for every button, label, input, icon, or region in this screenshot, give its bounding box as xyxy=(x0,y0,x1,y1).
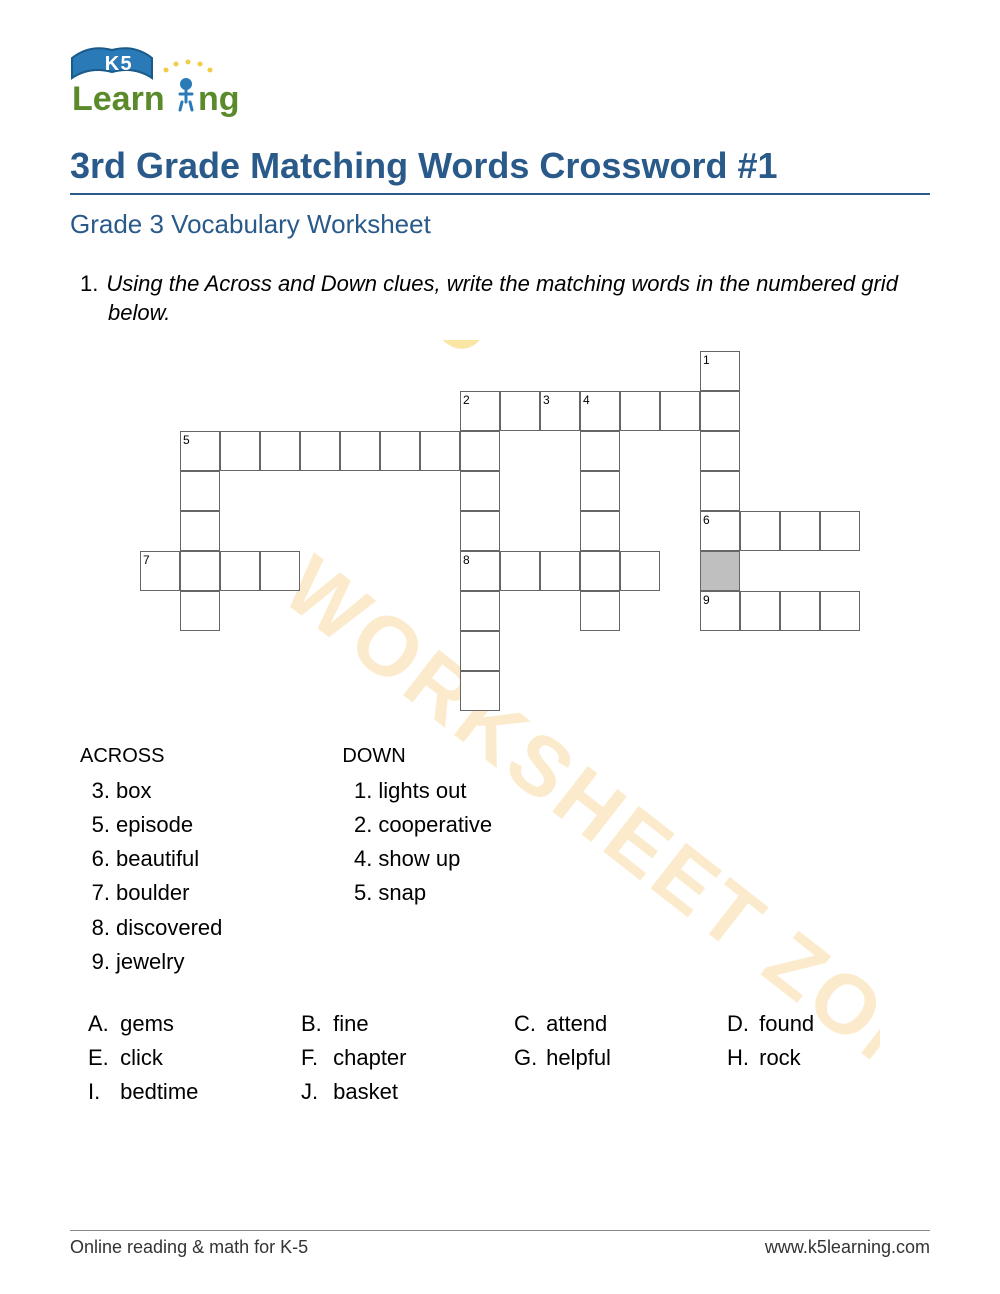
clue-item: 5.episode xyxy=(80,808,222,842)
bank-item: J. basket xyxy=(301,1075,504,1109)
clue-item: 1.lights out xyxy=(342,774,492,808)
logo: K 5 Learn ng xyxy=(70,40,930,125)
crossword-cell[interactable] xyxy=(340,431,380,471)
crossword-cell[interactable] xyxy=(700,431,740,471)
clue-item: 6.beautiful xyxy=(80,842,222,876)
svg-text:K: K xyxy=(105,53,120,75)
crossword-cell[interactable]: 7 xyxy=(140,551,180,591)
cell-number: 6 xyxy=(703,513,710,527)
svg-text:5: 5 xyxy=(120,53,131,75)
bank-item: I. bedtime xyxy=(88,1075,291,1109)
crossword-cell[interactable] xyxy=(580,471,620,511)
crossword-cell[interactable] xyxy=(460,631,500,671)
crossword-cell[interactable] xyxy=(500,391,540,431)
crossword-cell[interactable] xyxy=(540,551,580,591)
crossword-cell[interactable]: 9 xyxy=(700,591,740,631)
page-title: 3rd Grade Matching Words Crossword #1 xyxy=(70,145,930,195)
cell-number: 1 xyxy=(703,353,710,367)
crossword-cell[interactable] xyxy=(620,391,660,431)
page-footer: Online reading & math for K-5 www.k5lear… xyxy=(70,1230,930,1258)
crossword-cell[interactable] xyxy=(820,591,860,631)
crossword-cell[interactable] xyxy=(460,511,500,551)
cell-number: 3 xyxy=(543,393,550,407)
crossword-cell[interactable] xyxy=(580,591,620,631)
word-bank: A. gems B. fine C. attend D. found E. click F… xyxy=(88,1007,930,1109)
crossword-grid: 1 2 3 4 5 6 7 8 9 xyxy=(140,351,860,711)
cell-number: 9 xyxy=(703,593,710,607)
crossword-cell[interactable] xyxy=(260,551,300,591)
crossword-cell[interactable]: 1 xyxy=(700,351,740,391)
crossword-cell[interactable]: 8 xyxy=(460,551,500,591)
bank-item: C. attend xyxy=(514,1007,717,1041)
crossword-cell[interactable] xyxy=(700,551,740,591)
cell-number: 8 xyxy=(463,553,470,567)
bank-item: E. click xyxy=(88,1041,291,1075)
crossword-cell[interactable] xyxy=(820,511,860,551)
svg-text:ng: ng xyxy=(198,80,240,118)
across-clues: ACROSS 3.box5.episode6.beautiful7.boulde… xyxy=(80,741,222,979)
crossword-cell[interactable] xyxy=(180,471,220,511)
clue-item: 8.discovered xyxy=(80,911,222,945)
cell-number: 5 xyxy=(183,433,190,447)
footer-left: Online reading & math for K-5 xyxy=(70,1237,308,1258)
crossword-cell[interactable] xyxy=(220,551,260,591)
crossword-cell[interactable] xyxy=(300,431,340,471)
footer-right: www.k5learning.com xyxy=(765,1237,930,1258)
crossword-cell[interactable] xyxy=(180,551,220,591)
down-clues: DOWN 1.lights out2.cooperative4.show up5… xyxy=(342,741,492,979)
across-heading: ACROSS xyxy=(80,741,222,772)
crossword-cell[interactable] xyxy=(700,391,740,431)
crossword-cell[interactable] xyxy=(460,671,500,711)
cell-number: 4 xyxy=(583,393,590,407)
crossword-cell[interactable] xyxy=(180,511,220,551)
crossword-cell[interactable]: 6 xyxy=(700,511,740,551)
instruction-text: 1. Using the Across and Down clues, write… xyxy=(80,270,930,327)
crossword-cell[interactable] xyxy=(780,591,820,631)
crossword-cell[interactable] xyxy=(700,471,740,511)
clue-item: 4.show up xyxy=(342,842,492,876)
crossword-cell[interactable] xyxy=(220,431,260,471)
crossword-cell[interactable] xyxy=(460,591,500,631)
bank-item: G. helpful xyxy=(514,1041,717,1075)
clue-item: 7.boulder xyxy=(80,876,222,910)
crossword-cell[interactable] xyxy=(580,511,620,551)
crossword-cell[interactable] xyxy=(780,511,820,551)
crossword-cell[interactable]: 5 xyxy=(180,431,220,471)
crossword-cell[interactable] xyxy=(420,431,460,471)
crossword-cell[interactable] xyxy=(660,391,700,431)
instruction-number: 1. xyxy=(80,271,98,296)
down-heading: DOWN xyxy=(342,741,492,772)
instruction-body: Using the Across and Down clues, write t… xyxy=(106,271,898,325)
cell-number: 2 xyxy=(463,393,470,407)
bank-item: B. fine xyxy=(301,1007,504,1041)
crossword-cell[interactable] xyxy=(740,511,780,551)
crossword-cell[interactable]: 2 xyxy=(460,391,500,431)
clue-item: 9.jewelry xyxy=(80,945,222,979)
crossword-cell[interactable] xyxy=(580,551,620,591)
bank-item: H. rock xyxy=(727,1041,930,1075)
bank-item: D. found xyxy=(727,1007,930,1041)
crossword-cell[interactable] xyxy=(180,591,220,631)
clue-item: 3.box xyxy=(80,774,222,808)
crossword-cell[interactable] xyxy=(260,431,300,471)
crossword-cell[interactable] xyxy=(580,431,620,471)
crossword-cell[interactable] xyxy=(620,551,660,591)
clue-item: 5.snap xyxy=(342,876,492,910)
clue-item: 2.cooperative xyxy=(342,808,492,842)
bank-item: F. chapter xyxy=(301,1041,504,1075)
cell-number: 7 xyxy=(143,553,150,567)
crossword-cell[interactable]: 3 xyxy=(540,391,580,431)
crossword-cell[interactable] xyxy=(460,431,500,471)
bank-item: A. gems xyxy=(88,1007,291,1041)
crossword-cell[interactable]: 4 xyxy=(580,391,620,431)
crossword-cell[interactable] xyxy=(380,431,420,471)
crossword-cell[interactable] xyxy=(740,591,780,631)
logo-text: Learn xyxy=(72,80,165,118)
crossword-cell[interactable] xyxy=(500,551,540,591)
crossword-cell[interactable] xyxy=(460,471,500,511)
clues-section: ACROSS 3.box5.episode6.beautiful7.boulde… xyxy=(80,741,930,979)
page-subtitle: Grade 3 Vocabulary Worksheet xyxy=(70,209,930,240)
